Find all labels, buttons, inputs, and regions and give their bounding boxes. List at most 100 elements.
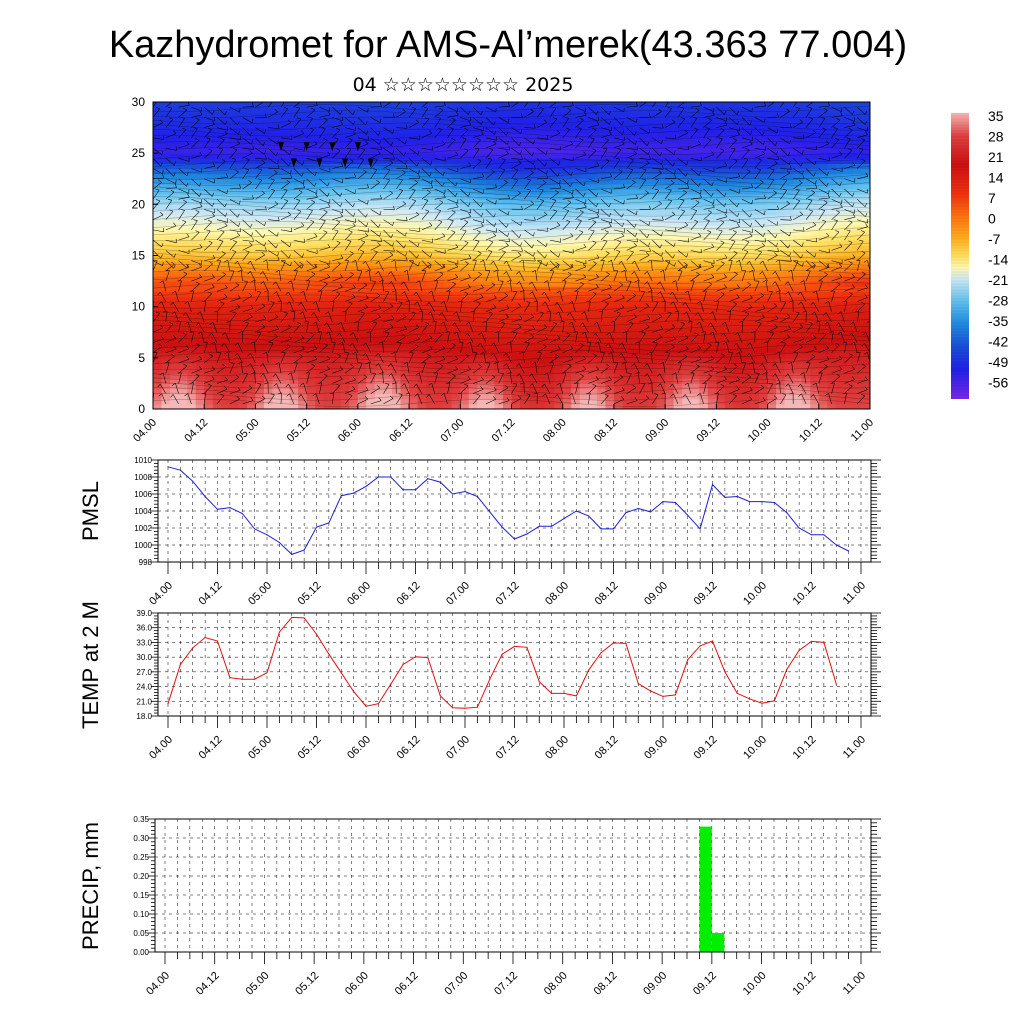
heatmap-cell bbox=[665, 281, 675, 287]
heatmap-cell bbox=[298, 107, 308, 113]
heatmap-cell bbox=[485, 260, 496, 267]
heatmap-cell bbox=[417, 117, 427, 124]
heatmap-cell bbox=[537, 199, 547, 205]
heatmap-cell bbox=[178, 148, 188, 154]
heatmap-cell bbox=[306, 107, 316, 113]
heatmap-cell bbox=[784, 368, 794, 374]
heatmap-cell bbox=[178, 403, 188, 409]
heatmap-cell bbox=[263, 357, 274, 364]
heatmap-cell bbox=[588, 194, 598, 200]
heatmap-cell bbox=[451, 342, 461, 349]
heatmap-cell bbox=[409, 127, 419, 134]
heatmap-cell bbox=[187, 224, 197, 231]
heatmap-cell bbox=[451, 240, 461, 246]
heatmap-cell bbox=[724, 235, 735, 241]
heatmap-cell bbox=[400, 342, 410, 349]
heatmap-cell bbox=[596, 245, 606, 251]
heatmap-cell bbox=[357, 270, 367, 277]
heatmap-cell bbox=[861, 332, 870, 338]
heatmap-cell bbox=[579, 132, 589, 139]
heatmap-cell bbox=[426, 209, 436, 216]
heatmap-cell bbox=[451, 229, 461, 236]
heatmap-cell bbox=[340, 398, 350, 405]
heatmap-cell bbox=[306, 219, 316, 226]
heatmap-cell bbox=[562, 322, 572, 328]
heatmap-cell bbox=[528, 306, 538, 313]
heatmap-cell bbox=[281, 204, 291, 211]
heatmap-cell bbox=[323, 301, 333, 308]
heatmap-cell bbox=[724, 199, 735, 205]
heatmap-cell bbox=[306, 337, 316, 344]
heatmap-cell bbox=[178, 296, 188, 303]
heatmap-cell bbox=[554, 388, 564, 395]
heatmap-cell bbox=[733, 311, 743, 318]
heatmap-cell bbox=[741, 148, 752, 154]
heatmap-cell bbox=[392, 373, 402, 379]
heatmap-cell bbox=[750, 240, 760, 246]
heatmap-cell bbox=[238, 153, 248, 159]
heatmap-cell bbox=[613, 362, 624, 369]
heatmap-cell bbox=[579, 188, 589, 195]
heatmap-cell bbox=[520, 337, 530, 344]
heatmap-cell bbox=[246, 224, 257, 231]
heatmap-cell bbox=[528, 316, 538, 323]
heatmap-cell bbox=[596, 250, 606, 257]
heatmap-cell bbox=[315, 240, 325, 246]
heatmap-cell bbox=[682, 291, 692, 298]
heatmap-cell bbox=[298, 352, 308, 359]
heatmap-cell bbox=[374, 275, 385, 282]
heatmap-cell bbox=[810, 204, 820, 211]
heatmap-cell bbox=[537, 357, 547, 364]
heatmap-cell bbox=[281, 173, 291, 180]
heatmap-cell bbox=[238, 178, 248, 185]
heatmap-cell bbox=[409, 148, 419, 154]
heatmap-cell bbox=[605, 311, 615, 318]
heatmap-cell bbox=[383, 265, 393, 272]
heatmap-cell bbox=[272, 229, 282, 236]
heatmap-cell bbox=[537, 183, 547, 190]
heatmap-cell bbox=[690, 327, 700, 333]
heatmap-cell bbox=[562, 107, 572, 113]
heatmap-cell bbox=[750, 342, 760, 349]
heatmap-cell bbox=[613, 286, 624, 292]
heatmap-cell bbox=[528, 153, 538, 159]
heatmap-cell bbox=[306, 260, 316, 267]
heatmap-cell bbox=[827, 306, 837, 313]
heatmap-cell bbox=[741, 378, 752, 385]
heatmap-cell bbox=[434, 219, 444, 226]
heatmap-cell bbox=[511, 158, 521, 164]
heatmap-cell bbox=[161, 301, 171, 308]
heatmap-cell bbox=[221, 183, 231, 190]
heatmap-cell bbox=[161, 127, 171, 134]
heatmap-cell bbox=[673, 107, 683, 113]
heatmap-cell bbox=[178, 347, 188, 354]
heatmap-cell bbox=[392, 301, 402, 308]
heatmap-cell bbox=[673, 270, 683, 277]
heatmap-cell bbox=[605, 306, 615, 313]
heatmap-cell bbox=[733, 142, 743, 149]
heatmap-cell bbox=[844, 245, 854, 251]
heatmap-cell bbox=[579, 388, 589, 395]
heatmap-cell bbox=[784, 240, 794, 246]
heatmap-cell bbox=[238, 275, 248, 282]
heatmap-cell bbox=[767, 112, 777, 118]
heatmap-cell bbox=[588, 158, 598, 164]
heatmap-cell bbox=[178, 388, 188, 395]
heatmap-cell bbox=[195, 173, 205, 180]
heatmap-cell bbox=[682, 250, 692, 257]
heatmap-cell bbox=[537, 224, 547, 231]
heatmap-cell bbox=[784, 265, 794, 272]
heatmap-cell bbox=[750, 352, 760, 359]
heatmap-cell bbox=[400, 122, 410, 129]
heatmap-cell bbox=[776, 112, 786, 118]
heatmap-cell bbox=[289, 137, 299, 144]
heatmap-cell bbox=[187, 373, 197, 379]
heatmap-cell bbox=[810, 347, 820, 354]
heatmap-cell bbox=[622, 306, 632, 313]
heatmap-cell bbox=[212, 311, 222, 318]
heatmap-cell bbox=[289, 194, 299, 200]
heatmap-cell bbox=[605, 245, 615, 251]
heatmap-cell bbox=[332, 342, 342, 349]
heatmap-cell bbox=[673, 260, 683, 267]
heatmap-cell bbox=[716, 311, 726, 318]
